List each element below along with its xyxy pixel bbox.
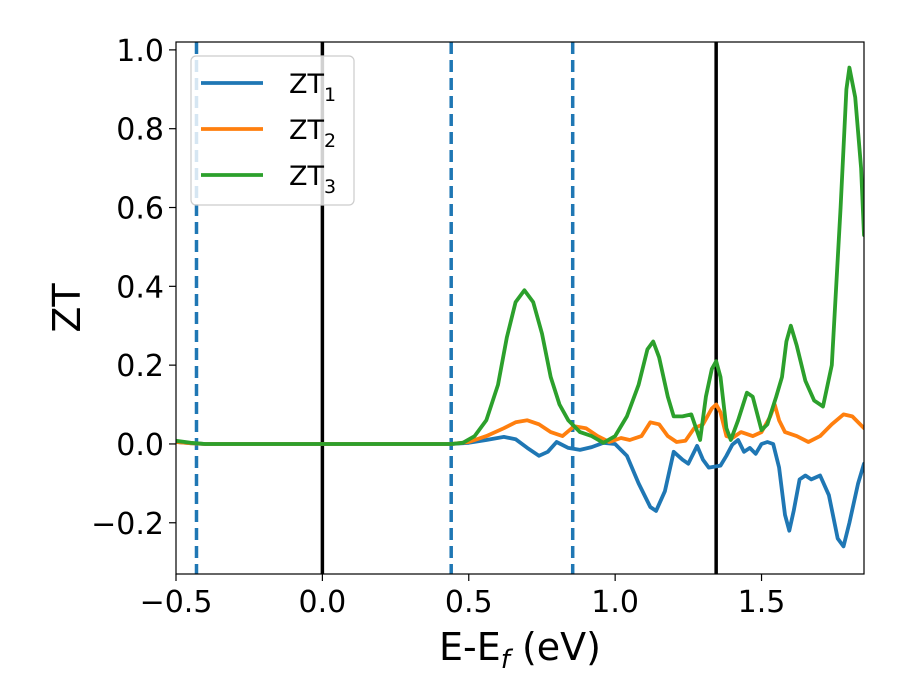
legend-label-zt2: ZT2 (289, 115, 336, 152)
x-tick-label: 1.0 (591, 585, 639, 620)
x-tick-label: 0.0 (299, 585, 347, 620)
series-line-zt2 (176, 402, 864, 446)
series-line-zt1 (176, 435, 864, 549)
legend-box (190, 55, 355, 206)
y-tick-label: 0.8 (116, 113, 164, 148)
y-tick-label: 1.0 (116, 34, 164, 69)
x-axis-label: E-Ef (eV) (439, 625, 601, 675)
y-tick-label: 0.2 (116, 349, 164, 384)
y-axis-label: ZT (45, 283, 89, 333)
y-tick-label: 0.4 (116, 270, 164, 305)
y-tick-label: 0.0 (116, 428, 164, 463)
legend: ZT1 ZT2 ZT3 (190, 55, 355, 206)
x-axis-ticks: −0.5 0.0 0.5 1.0 1.5 (140, 574, 786, 620)
series-lines (176, 65, 864, 549)
y-tick-label: 0.6 (116, 192, 164, 227)
y-tick-label: −0.2 (91, 507, 164, 542)
legend-label-zt3: ZT3 (289, 161, 336, 198)
x-tick-label: −0.5 (140, 585, 213, 620)
x-tick-label: 1.5 (738, 585, 786, 620)
x-tick-label: 0.5 (445, 585, 493, 620)
legend-label-zt1: ZT1 (289, 69, 336, 106)
series-line-zt3 (176, 65, 864, 446)
y-axis-ticks: −0.2 0.0 0.2 0.4 0.6 0.8 1.0 (91, 34, 176, 542)
plot-frame (175, 41, 865, 575)
